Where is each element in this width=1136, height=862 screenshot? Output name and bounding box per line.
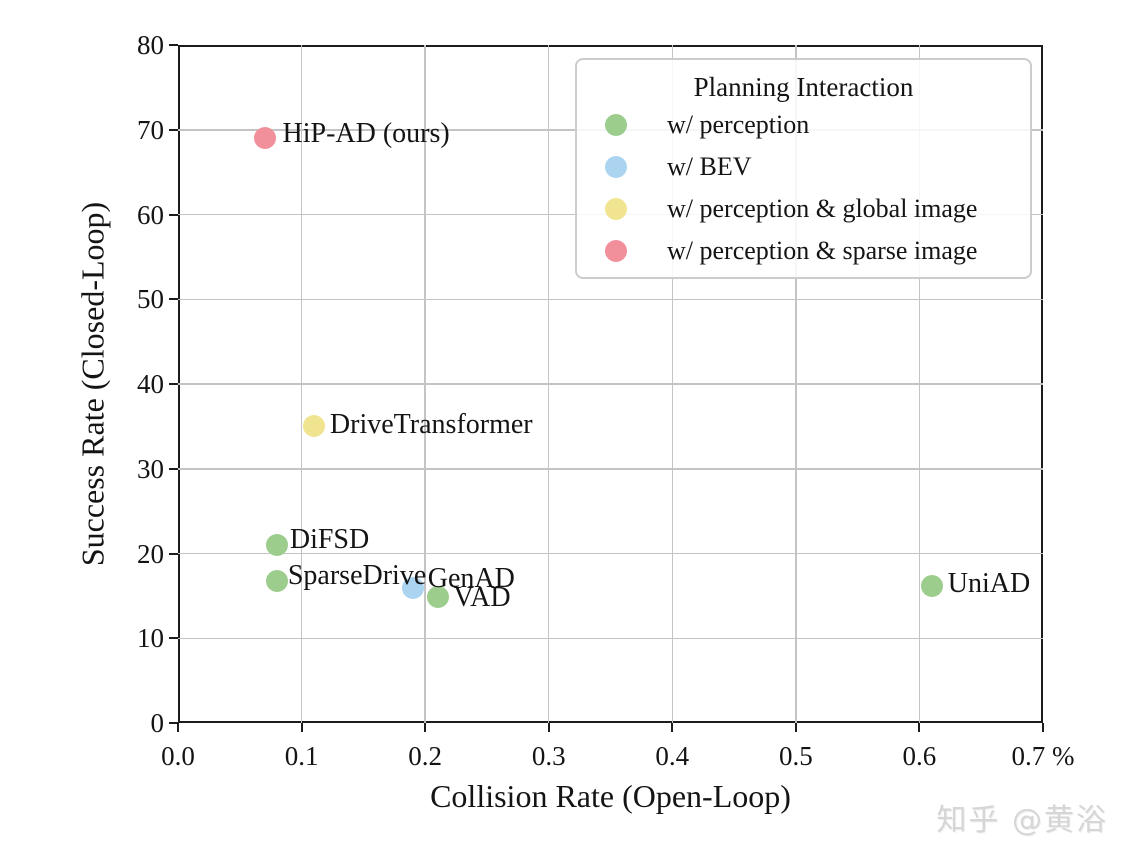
x-tick-label: 0.1 xyxy=(284,741,319,771)
y-tick-label: 40 xyxy=(137,369,164,399)
legend-swatch xyxy=(605,114,627,136)
y-tick-mark xyxy=(169,383,178,385)
x-tick-mark xyxy=(300,723,303,732)
y-gridline xyxy=(178,552,1043,555)
y-tick-mark xyxy=(169,467,178,470)
x-tick-mark xyxy=(671,723,674,732)
x-tick-mark xyxy=(1042,723,1044,732)
y-gridline xyxy=(178,637,1043,639)
y-tick-label: 30 xyxy=(137,453,164,484)
legend-entry: w/ perception & sparse image xyxy=(577,230,1030,272)
legend: Planning Interaction w/ perception w/ BEV… xyxy=(575,58,1032,279)
watermark: 知乎 @黄浴 xyxy=(936,803,1108,838)
legend-entry-label: w/ perception xyxy=(667,110,810,139)
legend-entry-label: w/ perception & sparse image xyxy=(667,236,978,265)
y-tick-label: 20 xyxy=(137,538,164,569)
y-tick-mark xyxy=(169,44,178,46)
x-tick-mark xyxy=(547,723,550,732)
y-tick-mark xyxy=(169,552,178,555)
data-point xyxy=(265,534,288,557)
data-point xyxy=(401,577,424,600)
y-gridline xyxy=(178,468,1043,470)
data-point xyxy=(302,415,325,438)
y-tick-mark xyxy=(169,128,178,131)
legend-entry: w/ perception xyxy=(577,104,1030,146)
y-tick-label: 50 xyxy=(137,284,164,315)
y-tick-mark xyxy=(169,722,178,724)
x-tick-mark xyxy=(918,723,921,732)
legend-swatch xyxy=(605,156,627,178)
legend-swatch xyxy=(605,240,627,262)
legend-entry-label: w/ BEV xyxy=(667,152,752,181)
x-tick-mark xyxy=(794,723,797,732)
point-label: HiP-AD (ours) xyxy=(282,118,450,150)
y-tick-label: 70 xyxy=(137,114,164,145)
y-tick-mark xyxy=(169,213,178,216)
x-tick-label: 0.3 xyxy=(531,741,566,771)
legend-entry-label: w/ perception & global image xyxy=(667,194,978,223)
point-label: UniAD xyxy=(947,567,1031,599)
x-tick-label: 0.4 xyxy=(655,741,690,771)
legend-rows: w/ perception w/ BEV w/ perception & globa… xyxy=(577,104,1030,272)
point-label: GenAD xyxy=(427,563,515,595)
legend-entry: w/ BEV xyxy=(577,146,1030,188)
point-label: DriveTransformer xyxy=(329,409,533,441)
x-tick-label: 0.6 xyxy=(902,741,937,771)
x-tick-label: 0.5 xyxy=(778,741,813,771)
x-tick-mark xyxy=(177,723,179,732)
point-label: SparseDrive xyxy=(287,560,427,592)
x-tick-label: 0.0 xyxy=(161,741,195,771)
legend-title: Planning Interaction xyxy=(693,72,914,102)
x-tick-mark xyxy=(424,723,427,732)
point-label: VAD xyxy=(453,581,511,613)
x-axis-label: Collision Rate (Open-Loop) xyxy=(430,778,791,814)
data-point xyxy=(265,570,288,593)
x-tick-label: 0.7 % xyxy=(1011,741,1075,771)
x-tick-label: 0.2 xyxy=(408,741,443,771)
point-label: DiFSD xyxy=(289,524,370,556)
y-tick-mark xyxy=(169,637,178,640)
legend-swatch xyxy=(605,198,627,220)
y-tick-label: 60 xyxy=(137,199,164,230)
data-point xyxy=(920,574,943,597)
y-gridline xyxy=(178,298,1043,300)
y-tick-mark xyxy=(169,298,178,301)
y-tick-label: 0 xyxy=(150,708,165,738)
data-point xyxy=(253,127,276,150)
legend-entry: w/ perception & global image xyxy=(577,188,1030,230)
y-tick-label: 80 xyxy=(137,30,164,60)
plot-area: Planning Interaction w/ perception w/ BEV… xyxy=(178,45,1043,723)
y-tick-label: 10 xyxy=(137,623,164,654)
y-gridline xyxy=(178,383,1043,385)
data-point xyxy=(426,585,449,608)
